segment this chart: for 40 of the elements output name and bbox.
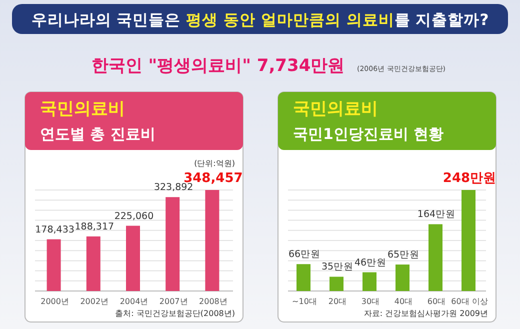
x-tick-label: 40대: [394, 297, 413, 306]
x-tick-label: 2002년: [80, 297, 109, 306]
data-label: 248만원: [442, 171, 496, 186]
x-tick-label: 2008년: [199, 297, 228, 306]
data-label: 66만원: [288, 249, 321, 260]
text: 한국인 "평생의료비" 7,734만원: [91, 56, 345, 76]
chart-subtitle: 국민1인당진료비 현황: [293, 125, 444, 143]
data-label: 35만원: [321, 262, 354, 273]
x-tick-label: 30대: [361, 297, 380, 306]
data-label: 188,317: [74, 221, 114, 232]
x-tick-label: 2004년: [120, 297, 148, 306]
bar: [396, 264, 410, 291]
data-label: 164만원: [417, 209, 456, 220]
bar: [428, 224, 442, 291]
text: (단위:억원): [194, 159, 235, 168]
data-label: 46만원: [354, 257, 387, 268]
bar: [296, 264, 310, 291]
chart-subtitle: 연도별 총 진료비: [40, 125, 156, 143]
data-label: 178,433: [35, 224, 74, 236]
data-label: 225,060: [114, 210, 154, 222]
bar: [205, 190, 220, 291]
bar: [462, 190, 476, 291]
x-tick-label: ~10대: [292, 297, 317, 306]
bar: [46, 239, 61, 291]
bar: [166, 197, 180, 291]
text: 자료: 건강보험심사평가원 2009년: [364, 309, 488, 318]
text: 우리나라의 국민들은 평생 동안 얼마만큼의 의료비를 지출할까?: [31, 11, 489, 29]
chart-title: 국민의료비: [293, 99, 378, 119]
x-tick-label: 20대: [328, 297, 347, 306]
source-note: 출처: 국민건강보험공단(2008년): [115, 309, 235, 318]
data-label: 65만원: [387, 250, 420, 261]
x-tick-label: 60대: [427, 297, 446, 306]
x-tick-label: 60대 이상: [451, 297, 488, 306]
bar: [126, 226, 140, 291]
bar: [330, 276, 344, 291]
bar: [86, 236, 100, 291]
bar: [362, 272, 376, 291]
x-tick-label: 2007년: [159, 297, 188, 306]
chart-title: 국민의료비: [40, 99, 125, 119]
x-tick-label: 2000년: [40, 297, 69, 306]
